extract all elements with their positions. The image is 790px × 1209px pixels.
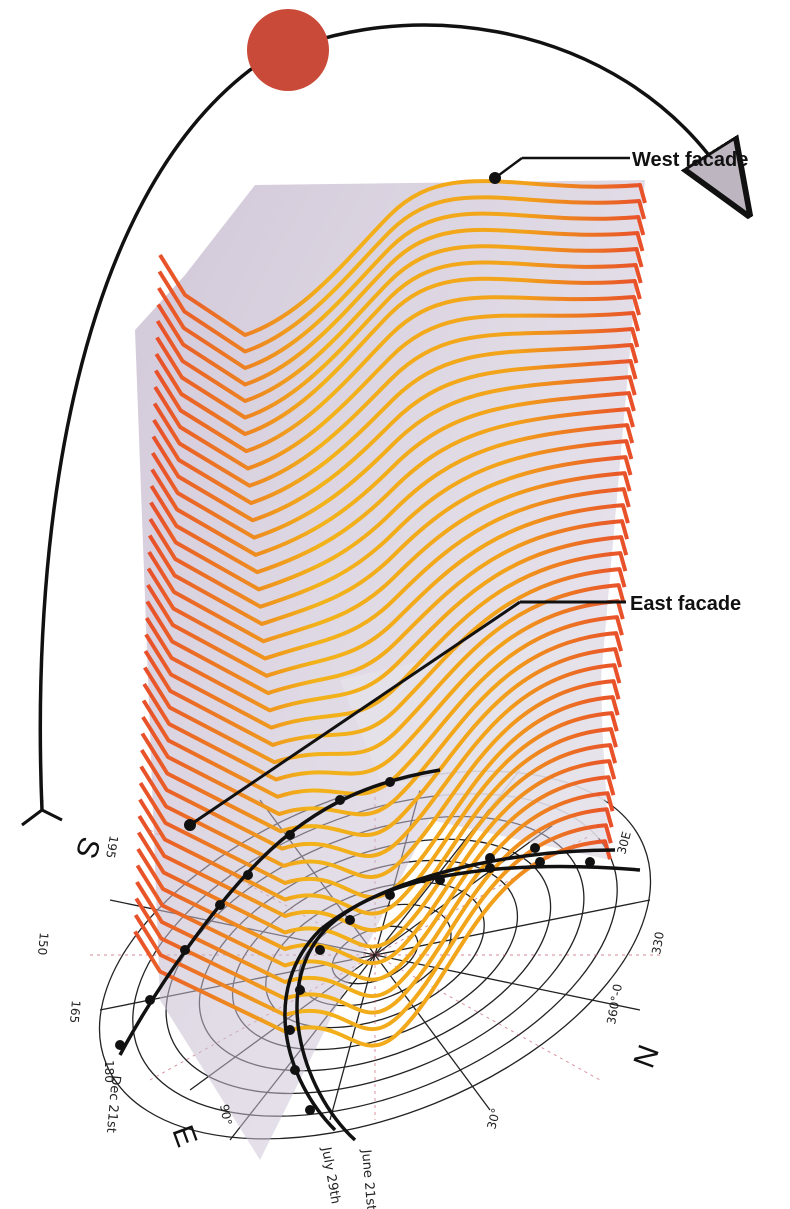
floor-plate <box>154 295 641 454</box>
floor-plate <box>156 227 645 387</box>
floor-plate <box>140 647 623 837</box>
sun-icon <box>247 9 329 91</box>
floor-plate <box>155 260 643 420</box>
june-sun-path <box>295 864 641 1142</box>
degree-tick: 30E <box>614 830 633 856</box>
floor-plate <box>143 567 627 747</box>
sun-arc-start-fork <box>21 800 63 827</box>
degree-tick: 195 <box>103 834 121 859</box>
floor-plate <box>140 663 622 858</box>
floor-plate <box>151 359 638 523</box>
floor-plate <box>158 179 647 337</box>
sun-arc-path <box>38 23 730 811</box>
west-facade-callout: West facade <box>489 149 748 184</box>
floor-plate <box>150 375 637 540</box>
floor-plate <box>152 327 640 488</box>
floor-plate <box>155 244 644 403</box>
degree-tick: 150 <box>35 932 51 956</box>
degree-tick: 180 <box>102 1060 116 1083</box>
floor-plate <box>138 695 620 899</box>
west-facade-label: West facade <box>632 149 748 171</box>
east-facade-label: East facade <box>630 593 741 615</box>
floor-plate <box>157 211 646 370</box>
floor-plate <box>136 759 617 965</box>
compass-east: E <box>165 1121 203 1151</box>
degree-tick: 330 <box>649 931 667 956</box>
floor-plate <box>142 599 625 782</box>
degree-tick: 360°-0 <box>604 983 625 1026</box>
floor-plate <box>149 423 635 592</box>
compass-north: N <box>628 1041 666 1073</box>
floor-plate <box>144 535 629 713</box>
floor-plate <box>152 343 639 506</box>
floor-plate <box>139 679 621 879</box>
floor-plate <box>157 195 647 354</box>
floor-plate <box>141 615 624 799</box>
floor-plate <box>134 807 614 1015</box>
dec-path-label: Dec 21st <box>103 1075 123 1134</box>
compass-south: S <box>69 833 107 863</box>
floor-plate <box>135 775 616 982</box>
floor-plate <box>148 439 634 609</box>
floor-plate <box>146 487 631 661</box>
degree-tick-labels: 195 150 165 180 90° 30E 330 360°-0 30° <box>35 830 667 1131</box>
sun-path-hour-dots <box>115 777 595 1115</box>
degree-tick: 90° <box>217 1103 234 1126</box>
floor-plate <box>150 391 636 557</box>
dec-sun-path <box>118 768 441 1056</box>
east-facade-callout: East facade <box>184 593 741 831</box>
floor-plate <box>145 519 630 696</box>
july-path-label: July 29th <box>318 1145 343 1205</box>
floor-plate <box>149 407 635 575</box>
floor-plate <box>154 276 642 436</box>
floor-plate <box>138 711 619 916</box>
degree-tick: 165 <box>67 1000 83 1024</box>
june-path-label: June 21st <box>358 1148 378 1209</box>
floor-plate <box>135 791 615 998</box>
floor-plate <box>147 455 633 626</box>
floor-plate <box>137 727 618 932</box>
floor-plate <box>146 503 630 678</box>
degree-tick: 30° <box>484 1107 503 1131</box>
floor-plate <box>153 311 641 471</box>
floor-plate <box>141 631 624 817</box>
floor-plate <box>147 471 632 644</box>
